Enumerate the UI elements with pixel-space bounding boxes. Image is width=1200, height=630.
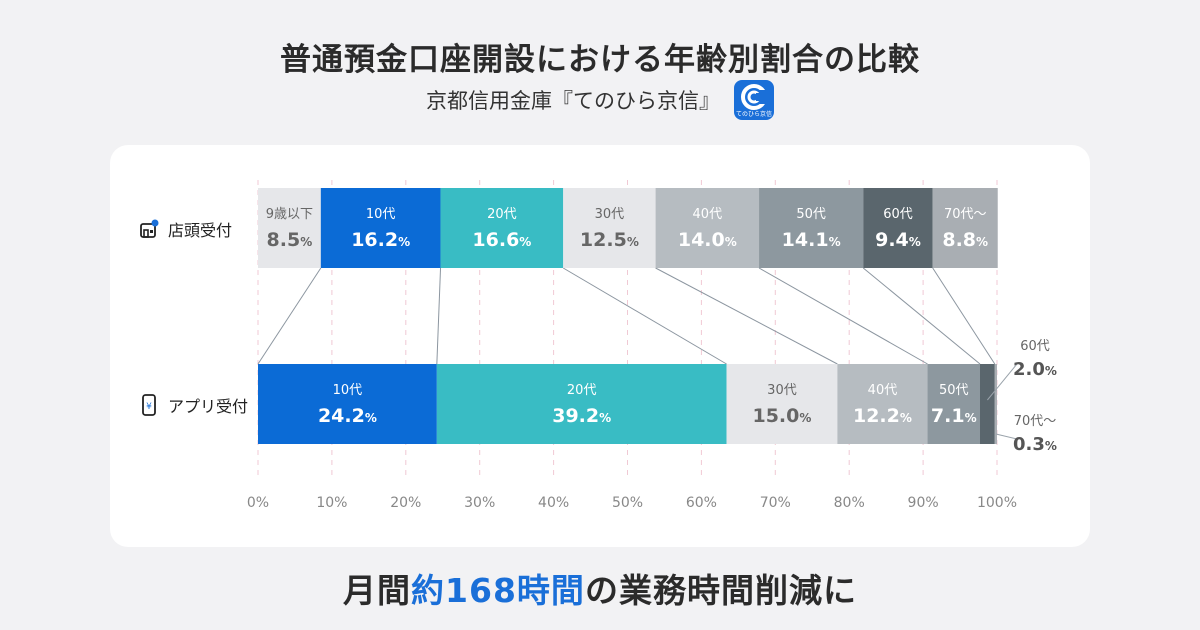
callout-value-label: 2.0%: [1013, 359, 1057, 380]
callout-value-label: 0.3%: [1013, 434, 1057, 455]
row-label-text: アプリ受付: [168, 397, 249, 416]
x-tick-label: 100%: [977, 495, 1017, 511]
segment-value-label: 16.6%: [472, 229, 531, 251]
bar-segment: [563, 188, 656, 268]
segment-value-label: 7.1%: [931, 405, 977, 427]
connector-line: [562, 267, 727, 365]
bar-segment: [980, 364, 995, 444]
bar-segment: [837, 364, 928, 444]
segment-category-label: 9歳以下: [266, 207, 313, 222]
bar-segment: [258, 188, 321, 268]
footer-highlight: 約168時間: [411, 571, 585, 610]
x-tick-label: 50%: [612, 495, 643, 511]
segment-category-label: 60代: [883, 207, 913, 222]
page-title: 普通預金口座開設における年齢別割合の比較: [280, 42, 920, 78]
x-tick-label: 90%: [908, 495, 939, 511]
connector-line: [257, 267, 322, 365]
segment-category-label: 50代: [796, 207, 826, 222]
x-tick-label: 10%: [316, 495, 347, 511]
row-label-text: 店頭受付: [168, 221, 233, 240]
segment-category-label: 10代: [366, 207, 396, 222]
bar-segment: [994, 364, 997, 444]
subtitle: 京都信用金庫『てのひら京信』: [426, 89, 720, 113]
stacked-bar-chart: 0% 10% 20% 30% 40% 50% 60% 70% 80% 90% 100% 9歳以下 8.5…: [247, 180, 1057, 511]
bar-segment: [440, 188, 564, 268]
bar-segment: [927, 364, 981, 444]
segment-category-label: 40代: [868, 383, 898, 398]
segment-value-label: 9.4%: [875, 229, 921, 251]
smartphone-yen-icon: ¥: [142, 394, 156, 416]
connector-line: [655, 267, 838, 365]
footer-suffix: の業務時間削減に: [584, 571, 857, 610]
segment-category-label: 20代: [487, 207, 517, 222]
bar-segment: [726, 364, 838, 444]
segment-category-label: 10代: [333, 383, 363, 398]
segment-value-label: 12.5%: [580, 229, 639, 251]
connector-line: [932, 267, 996, 365]
chart-card: 0% 10% 20% 30% 40% 50% 60% 70% 80% 90% 100% 9歳以下 8.5…: [110, 145, 1090, 547]
x-tick-label: 0%: [247, 495, 269, 511]
segment-value-label: 8.5%: [267, 229, 313, 251]
segment-category-label: 50代: [939, 383, 969, 398]
x-tick-label: 20%: [390, 495, 421, 511]
callout-leader-line: [987, 363, 1018, 401]
x-tick-label: 30%: [464, 495, 495, 511]
segment-value-label: 14.1%: [782, 229, 841, 251]
callout-leader-line: [995, 433, 1018, 440]
subtitle-row: 京都信用金庫『てのひら京信』 てのひら京信: [0, 80, 1200, 120]
row-label-app: ¥ アプリ受付: [138, 393, 248, 417]
bar-segment: [655, 188, 760, 268]
segment-value-label: 15.0%: [752, 405, 811, 427]
segment-value-label: 16.2%: [351, 229, 410, 251]
callout-category-label: 70代〜: [1014, 414, 1057, 429]
connector-line: [862, 267, 981, 365]
segment-category-label: 30代: [767, 383, 797, 398]
bar-segment: [863, 188, 933, 268]
row-label-store: 店頭受付: [138, 217, 232, 241]
x-tick-label: 80%: [834, 495, 865, 511]
segment-category-label: 70代〜: [944, 207, 987, 222]
store-icon: [140, 219, 159, 238]
segment-value-label: 24.2%: [318, 405, 377, 427]
x-tick-label: 60%: [686, 495, 717, 511]
segment-category-label: 30代: [595, 207, 625, 222]
x-tick-label: 70%: [760, 495, 791, 511]
segment-value-label: 8.8%: [942, 229, 988, 251]
svg-text:¥: ¥: [146, 402, 152, 412]
segment-value-label: 14.0%: [678, 229, 737, 251]
bar-segment: [932, 188, 998, 268]
bar-segment: [436, 364, 727, 444]
x-tick-label: 40%: [538, 495, 569, 511]
segment-value-label: 12.2%: [853, 405, 912, 427]
tenohira-kyoshin-app-icon: てのひら京信: [734, 80, 774, 120]
connector-line: [758, 267, 928, 365]
bar-segment: [320, 188, 441, 268]
footer-message: 月間約168時間の業務時間削減に: [0, 564, 1200, 612]
segment-category-label: 40代: [693, 207, 723, 222]
connector-line: [436, 267, 442, 365]
bar-segment: [258, 364, 437, 444]
segment-category-label: 20代: [567, 383, 597, 398]
callout-category-label: 60代: [1020, 339, 1050, 354]
svg-text:てのひら京信: てのひら京信: [736, 110, 772, 118]
bar-segment: [759, 188, 864, 268]
segment-value-label: 39.2%: [552, 405, 611, 427]
footer-prefix: 月間: [343, 571, 412, 610]
